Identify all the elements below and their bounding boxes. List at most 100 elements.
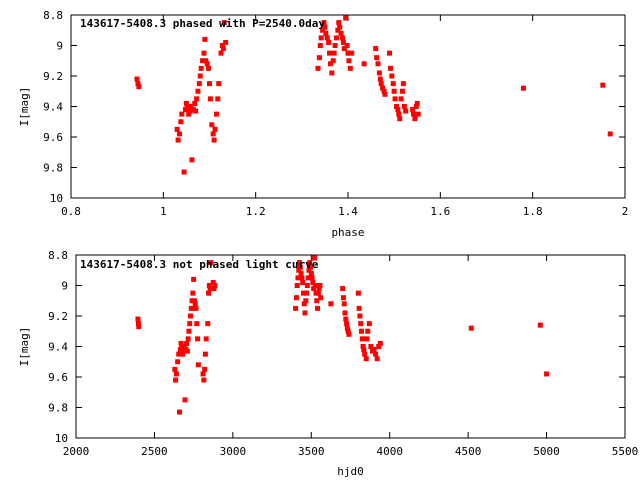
data-point xyxy=(220,46,226,52)
data-point xyxy=(396,111,402,117)
data-point xyxy=(184,340,190,346)
plot-frame xyxy=(70,14,626,199)
data-point xyxy=(400,81,406,87)
x-tick-label: 3000 xyxy=(220,445,247,458)
data-point xyxy=(202,366,208,372)
data-point xyxy=(381,88,387,94)
data-point xyxy=(213,111,219,117)
y-tick-label: 9.2 xyxy=(43,70,63,83)
data-point xyxy=(202,36,208,42)
data-point xyxy=(327,50,333,56)
data-point xyxy=(324,35,330,41)
data-point xyxy=(349,50,355,56)
y-tick-label: 8.8 xyxy=(48,249,68,262)
data-point xyxy=(136,84,142,90)
data-point xyxy=(347,65,353,71)
data-point xyxy=(187,321,193,327)
data-point xyxy=(335,27,341,33)
data-point xyxy=(537,322,543,328)
y-tick-label: 9.6 xyxy=(43,131,63,144)
data-point xyxy=(309,275,315,281)
data-point xyxy=(333,35,339,41)
data-point xyxy=(198,65,204,71)
data-point xyxy=(311,255,317,261)
data-point xyxy=(414,100,420,106)
data-point xyxy=(322,24,328,30)
data-point xyxy=(342,310,348,316)
data-point xyxy=(211,137,217,143)
x-tick-label: 1.2 xyxy=(246,205,266,218)
data-point xyxy=(197,73,203,79)
data-point xyxy=(195,88,201,94)
data-point xyxy=(392,96,398,102)
data-point xyxy=(204,61,210,67)
data-point xyxy=(310,279,316,285)
data-point xyxy=(315,65,321,71)
y-axis-label: I[mag] xyxy=(18,327,31,367)
data-point xyxy=(208,260,214,266)
data-point xyxy=(328,301,334,307)
data-point xyxy=(374,356,380,362)
data-point xyxy=(401,104,407,109)
data-point xyxy=(207,81,212,87)
data-point xyxy=(327,61,333,67)
x-tick-label: 0.8 xyxy=(61,205,81,218)
data-point xyxy=(600,82,606,88)
y-tick-label: 10 xyxy=(55,432,68,445)
x-tick-label: 2500 xyxy=(141,445,168,458)
data-point xyxy=(176,351,182,357)
data-point xyxy=(314,298,320,304)
data-point xyxy=(178,119,184,125)
data-point xyxy=(317,43,323,48)
data-point xyxy=(359,336,365,342)
data-point xyxy=(544,371,550,377)
data-point xyxy=(338,30,344,36)
data-point xyxy=(136,324,142,330)
data-point xyxy=(362,351,368,357)
data-point xyxy=(294,283,300,288)
data-point xyxy=(403,108,409,114)
data-point xyxy=(203,58,209,64)
x-tick-label: 1.6 xyxy=(430,205,450,218)
data-point xyxy=(371,347,377,353)
data-point xyxy=(186,111,192,117)
data-point xyxy=(377,76,383,82)
data-point xyxy=(329,70,335,76)
data-point xyxy=(175,359,181,365)
data-point xyxy=(337,24,343,30)
data-point xyxy=(393,104,399,109)
data-point xyxy=(304,290,310,296)
data-point xyxy=(339,35,345,41)
data-point xyxy=(390,81,396,87)
data-point xyxy=(172,366,178,372)
data-point xyxy=(184,104,190,109)
data-point xyxy=(182,397,188,403)
y-tick-label: 9 xyxy=(61,280,68,293)
data-point xyxy=(330,58,336,64)
x-tick-label: 1 xyxy=(160,205,167,218)
data-point xyxy=(173,371,179,377)
data-point xyxy=(380,85,386,91)
data-point xyxy=(373,46,379,52)
data-point xyxy=(194,321,200,327)
data-point xyxy=(308,270,314,276)
data-point xyxy=(308,264,314,270)
data-point xyxy=(321,20,327,26)
data-point xyxy=(184,348,190,354)
chart-title: 143617-5408.3 phased with P=2540.0day xyxy=(80,17,325,30)
data-point xyxy=(193,305,199,311)
data-point xyxy=(358,328,364,334)
data-point xyxy=(205,321,211,327)
data-point xyxy=(195,336,201,342)
data-point xyxy=(376,344,382,349)
y-tick-label: 9.2 xyxy=(48,310,68,323)
x-tick-label: 1.8 xyxy=(523,205,543,218)
plot-frame xyxy=(75,254,626,439)
y-tick-label: 9.6 xyxy=(48,371,68,384)
x-tick-label: 4500 xyxy=(455,445,482,458)
data-point xyxy=(410,107,416,113)
data-point xyxy=(376,70,382,76)
data-point xyxy=(181,169,187,175)
data-point xyxy=(298,270,304,276)
